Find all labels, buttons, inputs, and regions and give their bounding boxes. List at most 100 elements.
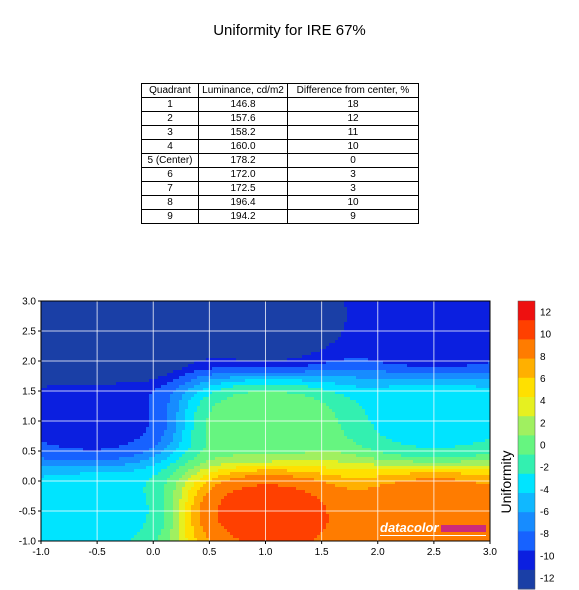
contour-cell — [257, 373, 261, 377]
contour-cell — [428, 364, 432, 368]
contour-cell — [212, 337, 216, 341]
contour-cell — [221, 304, 225, 308]
contour-cell — [41, 370, 45, 374]
contour-cell — [368, 304, 372, 308]
contour-cell — [446, 391, 450, 395]
contour-cell — [233, 397, 237, 401]
contour-cell — [293, 388, 297, 392]
contour-cell — [176, 376, 180, 380]
contour-cell — [323, 331, 327, 335]
contour-cell — [401, 391, 405, 395]
contour-cell — [440, 379, 444, 383]
contour-cell — [338, 352, 342, 356]
contour-cell — [206, 337, 210, 341]
contour-cell — [89, 349, 93, 353]
contour-cell — [452, 322, 456, 326]
contour-cell — [437, 301, 441, 305]
contour-cell — [65, 361, 69, 365]
contour-cell — [176, 349, 180, 353]
contour-cell — [218, 385, 222, 389]
contour-cell — [404, 346, 408, 350]
contour-cell — [335, 331, 339, 335]
contour-cell — [419, 319, 423, 323]
contour-cell — [206, 364, 210, 368]
contour-cell — [230, 367, 234, 371]
contour-cell — [293, 367, 297, 371]
contour-cell — [311, 343, 315, 347]
contour-cell — [419, 322, 423, 326]
contour-cell — [473, 394, 477, 398]
contour-cell — [428, 388, 432, 392]
contour-cell — [62, 391, 66, 395]
contour-cell — [290, 367, 294, 371]
contour-cell — [173, 304, 177, 308]
contour-cell — [341, 319, 345, 323]
contour-cell — [428, 340, 432, 344]
contour-cell — [44, 355, 48, 359]
contour-cell — [380, 343, 384, 347]
contour-cell — [224, 397, 228, 401]
contour-cell — [53, 382, 57, 386]
contour-cell — [200, 307, 204, 311]
contour-cell — [278, 379, 282, 383]
contour-cell — [458, 340, 462, 344]
contour-cell — [140, 334, 144, 338]
contour-cell — [179, 313, 183, 317]
contour-cell — [59, 313, 63, 317]
contour-cell — [338, 382, 342, 386]
contour-cell — [194, 388, 198, 392]
contour-cell — [50, 370, 54, 374]
contour-cell — [272, 346, 276, 350]
contour-cell — [194, 325, 198, 329]
contour-cell — [155, 331, 159, 335]
contour-cell — [410, 370, 414, 374]
contour-cell — [344, 373, 348, 377]
contour-cell — [374, 376, 378, 380]
contour-cell — [485, 337, 489, 341]
contour-cell — [80, 364, 84, 368]
contour-cell — [398, 364, 402, 368]
contour-cell — [203, 304, 207, 308]
contour-cell — [365, 364, 369, 368]
contour-cell — [122, 337, 126, 341]
contour-cell — [254, 343, 258, 347]
contour-cell — [164, 334, 168, 338]
contour-cell — [122, 376, 126, 380]
contour-cell — [248, 307, 252, 311]
contour-cell — [125, 397, 129, 401]
contour-cell — [407, 382, 411, 386]
contour-cell — [251, 373, 255, 377]
contour-cell — [293, 301, 297, 305]
contour-cell — [191, 319, 195, 323]
contour-cell — [299, 361, 303, 365]
contour-cell — [308, 337, 312, 341]
contour-cell — [185, 331, 189, 335]
contour-cell — [170, 337, 174, 341]
contour-cell — [140, 343, 144, 347]
contour-cell — [416, 316, 420, 320]
contour-cell — [281, 394, 285, 398]
contour-cell — [407, 376, 411, 380]
contour-cell — [398, 352, 402, 356]
contour-cell — [308, 388, 312, 392]
contour-cell — [44, 310, 48, 314]
contour-cell — [296, 307, 300, 311]
contour-cell — [365, 397, 369, 401]
contour-cell — [374, 319, 378, 323]
contour-cell — [149, 316, 153, 320]
contour-cell — [404, 394, 408, 398]
contour-cell — [392, 328, 396, 332]
contour-cell — [425, 391, 429, 395]
contour-cell — [422, 376, 426, 380]
contour-cell — [239, 316, 243, 320]
contour-cell — [170, 370, 174, 374]
contour-cell — [212, 361, 216, 365]
contour-cell — [350, 367, 354, 371]
contour-cell — [62, 331, 66, 335]
contour-cell — [368, 328, 372, 332]
contour-cell — [359, 361, 363, 365]
contour-cell — [473, 358, 477, 362]
contour-cell — [356, 370, 360, 374]
contour-cell — [98, 313, 102, 317]
contour-cell — [395, 310, 399, 314]
